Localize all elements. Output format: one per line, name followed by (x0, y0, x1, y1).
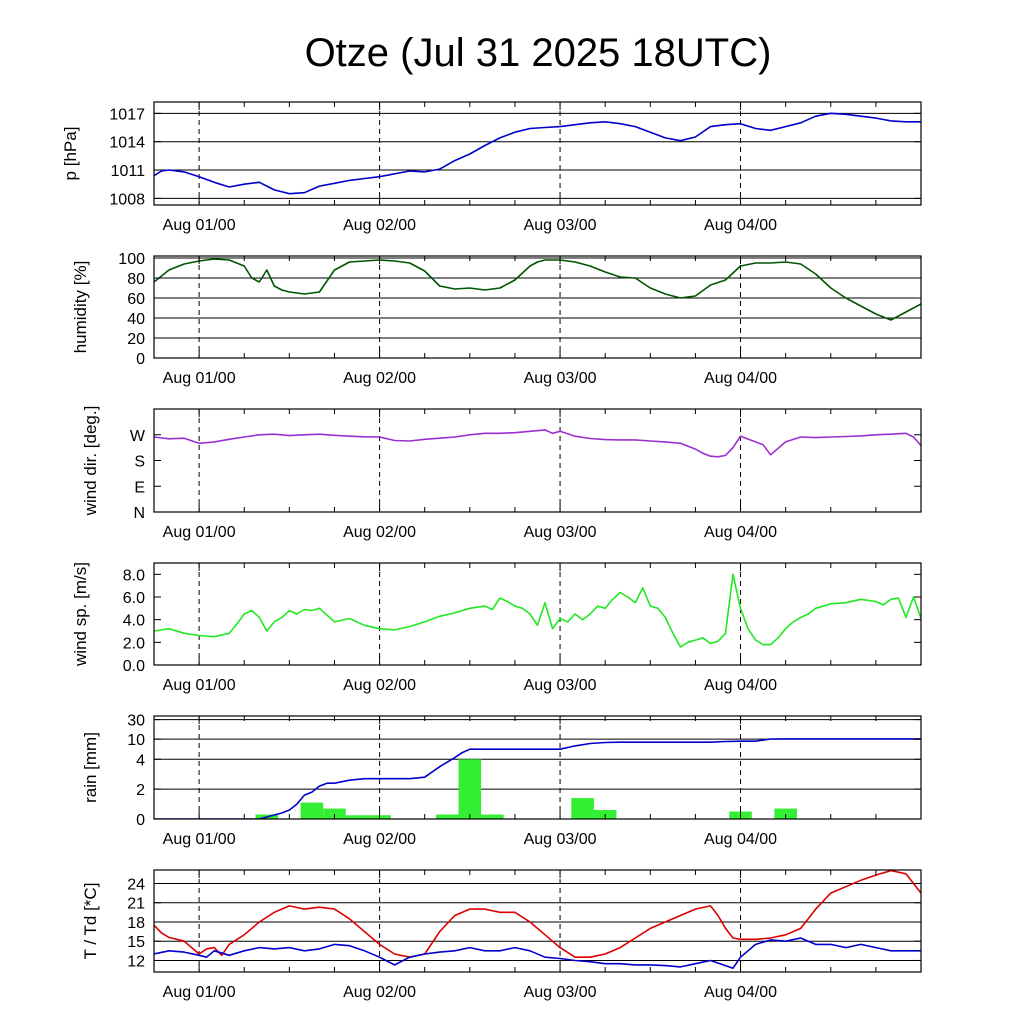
y-tick-label: 1017 (109, 106, 145, 123)
panel-frame (153, 562, 922, 666)
x-tick-label: Aug 02/00 (343, 217, 416, 234)
y-tick-label: 60 (127, 291, 145, 308)
x-tick-label: Aug 01/00 (163, 524, 236, 541)
panel-2: 0 20 40 60 80 100 Aug 01/00 Aug 02/00 Aug 03/00 A… (71, 251, 922, 387)
y-tick-label: 0.0 (123, 658, 145, 675)
panel-frame (153, 255, 922, 359)
y-axis-label: wind sp. [m/s] (71, 562, 90, 667)
rain-bar (774, 808, 797, 819)
x-tick-label: Aug 01/00 (163, 677, 236, 694)
series-line-humidity (154, 258, 921, 321)
y-tick-label: 6.0 (123, 590, 145, 607)
x-tick-label: Aug 02/00 (343, 984, 416, 1001)
x-tick-label: Aug 04/00 (704, 677, 777, 694)
rain-bar (435, 814, 459, 819)
x-tick-label: Aug 02/00 (343, 524, 416, 541)
x-tick-label: Aug 04/00 (704, 217, 777, 234)
y-tick-label: 0 (136, 812, 145, 829)
y-tick-label: 1014 (109, 135, 145, 152)
x-tick-label: Aug 03/00 (524, 831, 597, 848)
rain-bar (345, 815, 369, 819)
x-tick-label: Aug 04/00 (704, 370, 777, 387)
y-tick-label: 1008 (109, 191, 145, 208)
y-tick-label: 15 (127, 934, 145, 951)
x-tick-label: Aug 02/00 (343, 677, 416, 694)
y-axis-label: T / Td [*C] (81, 883, 100, 960)
x-tick-label: Aug 04/00 (704, 984, 777, 1001)
y-tick-label: 2.0 (123, 635, 145, 652)
y-tick-label: 40 (127, 311, 145, 328)
y-tick-label: N (133, 505, 145, 522)
panel-5: 0 2 4 10 30 Aug 01/00 Aug 02/00 Aug 03/00 Aug 04… (81, 713, 922, 848)
y-tick-label: 0 (136, 351, 145, 368)
series-line-wind_dir (154, 429, 921, 458)
y-tick-label: 24 (127, 876, 145, 893)
series-line-wind_speed (154, 573, 921, 648)
series-line-Td (154, 937, 921, 970)
panel-1: 1008 1011 1014 1017 Aug 01/00 Aug 02/00 Aug 03… (61, 101, 922, 234)
y-tick-label: E (134, 479, 145, 496)
y-tick-label: 18 (127, 915, 145, 932)
y-tick-label: 1011 (111, 163, 146, 180)
y-axis-label: rain [mm] (81, 732, 100, 803)
panel-frame (153, 869, 922, 973)
rain-bar (571, 798, 594, 819)
y-tick-label: 21 (127, 896, 145, 913)
y-tick-label: 20 (127, 331, 145, 348)
panel-frame (153, 101, 922, 206)
rain-bar (481, 814, 504, 819)
x-tick-label: Aug 04/00 (704, 831, 777, 848)
y-tick-label: 2 (136, 782, 145, 799)
x-tick-label: Aug 01/00 (163, 831, 236, 848)
y-tick-label: 4.0 (123, 613, 145, 630)
series-line-pressure (154, 112, 921, 195)
y-axis-label: humidity [%] (71, 261, 90, 354)
x-tick-label: Aug 01/00 (163, 217, 236, 234)
y-tick-label: S (134, 454, 145, 471)
rain-bar (300, 802, 324, 819)
series-line-accumulated (154, 738, 921, 819)
x-tick-label: Aug 03/00 (524, 524, 597, 541)
x-tick-label: Aug 03/00 (524, 370, 597, 387)
chart-title: Otze (Jul 31 2025 18UTC) (305, 31, 772, 75)
y-tick-label: 8.0 (123, 567, 145, 584)
y-tick-label: 30 (127, 713, 145, 730)
y-axis-label: p [hPa] (61, 127, 80, 181)
x-tick-label: Aug 03/00 (524, 217, 597, 234)
panel-6: 12 15 18 21 24 Aug 01/00 Aug 02/00 Aug 03/00 Aug… (81, 869, 922, 1001)
x-tick-label: Aug 01/00 (163, 370, 236, 387)
y-tick-label: W (130, 428, 146, 445)
y-tick-label: 100 (118, 251, 145, 268)
x-tick-label: Aug 01/00 (163, 984, 236, 1001)
rain-bar (458, 759, 482, 819)
series-line-T (154, 870, 921, 959)
y-axis-label: wind dir. [deg.] (81, 406, 100, 517)
y-tick-label: 4 (136, 752, 145, 769)
x-tick-label: Aug 03/00 (524, 677, 597, 694)
x-tick-label: Aug 04/00 (704, 524, 777, 541)
x-tick-label: Aug 03/00 (524, 984, 597, 1001)
panel-4: 0.0 2.0 4.0 6.0 8.0 Aug 01/00 Aug 02/00 Aug 03/… (71, 562, 922, 694)
y-tick-label: 80 (127, 271, 145, 288)
y-tick-label: 10 (127, 732, 145, 749)
x-tick-label: Aug 02/00 (343, 370, 416, 387)
panel-frame (153, 715, 922, 820)
rain-bar (323, 808, 346, 819)
x-tick-label: Aug 02/00 (343, 831, 416, 848)
y-tick-label: 12 (127, 953, 145, 970)
